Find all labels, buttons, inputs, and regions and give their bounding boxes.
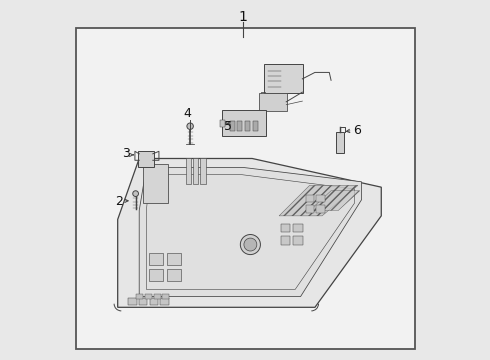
Polygon shape	[118, 158, 381, 307]
FancyBboxPatch shape	[237, 121, 242, 131]
FancyBboxPatch shape	[259, 93, 287, 111]
FancyBboxPatch shape	[138, 151, 154, 167]
FancyBboxPatch shape	[167, 253, 181, 265]
Text: 4: 4	[183, 107, 191, 120]
FancyBboxPatch shape	[280, 236, 290, 245]
Text: 1: 1	[239, 10, 247, 24]
Polygon shape	[186, 158, 191, 184]
Circle shape	[133, 191, 139, 197]
Circle shape	[244, 238, 257, 251]
FancyBboxPatch shape	[136, 294, 143, 299]
FancyBboxPatch shape	[317, 195, 325, 202]
FancyBboxPatch shape	[264, 64, 303, 93]
FancyBboxPatch shape	[293, 236, 303, 245]
Polygon shape	[279, 185, 358, 216]
FancyBboxPatch shape	[160, 298, 169, 305]
FancyBboxPatch shape	[220, 120, 224, 127]
FancyBboxPatch shape	[317, 206, 325, 213]
FancyBboxPatch shape	[336, 132, 343, 153]
Circle shape	[187, 123, 194, 130]
FancyBboxPatch shape	[167, 269, 181, 281]
FancyBboxPatch shape	[293, 224, 303, 232]
Text: 2: 2	[115, 195, 122, 208]
FancyBboxPatch shape	[149, 269, 163, 281]
FancyBboxPatch shape	[245, 121, 250, 131]
FancyBboxPatch shape	[306, 206, 314, 213]
FancyBboxPatch shape	[145, 294, 152, 299]
FancyBboxPatch shape	[154, 294, 161, 299]
Text: 3: 3	[122, 147, 130, 159]
FancyBboxPatch shape	[149, 253, 163, 265]
FancyBboxPatch shape	[149, 298, 158, 305]
Circle shape	[240, 234, 260, 255]
FancyBboxPatch shape	[162, 294, 170, 299]
Polygon shape	[193, 158, 198, 184]
FancyBboxPatch shape	[252, 121, 258, 131]
Polygon shape	[200, 158, 205, 184]
Polygon shape	[139, 167, 362, 297]
FancyBboxPatch shape	[230, 121, 235, 131]
Polygon shape	[143, 164, 168, 203]
FancyBboxPatch shape	[222, 110, 266, 136]
FancyBboxPatch shape	[280, 224, 290, 232]
FancyBboxPatch shape	[76, 28, 416, 348]
Polygon shape	[310, 191, 360, 211]
Text: 5: 5	[224, 120, 232, 133]
Text: 6: 6	[353, 124, 361, 137]
FancyBboxPatch shape	[306, 195, 314, 202]
FancyBboxPatch shape	[128, 298, 137, 305]
FancyBboxPatch shape	[139, 298, 147, 305]
